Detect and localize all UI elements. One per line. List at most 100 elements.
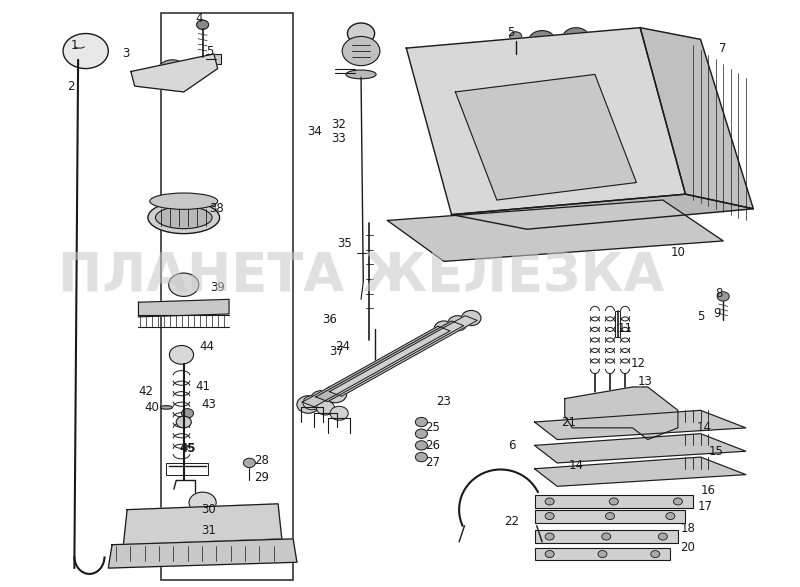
- Text: 15: 15: [708, 445, 723, 458]
- Text: 16: 16: [701, 484, 715, 497]
- Text: 5: 5: [206, 45, 214, 58]
- Polygon shape: [565, 387, 678, 440]
- Circle shape: [650, 551, 660, 558]
- Polygon shape: [640, 28, 754, 209]
- Ellipse shape: [510, 139, 529, 150]
- Circle shape: [545, 498, 554, 505]
- Circle shape: [415, 441, 427, 450]
- Circle shape: [63, 33, 108, 69]
- Text: 13: 13: [638, 375, 652, 387]
- Text: 36: 36: [322, 313, 337, 326]
- Circle shape: [544, 208, 556, 218]
- Circle shape: [170, 346, 194, 364]
- Polygon shape: [330, 316, 478, 396]
- Ellipse shape: [346, 70, 376, 79]
- Polygon shape: [387, 200, 723, 261]
- Text: 2: 2: [67, 80, 74, 93]
- Text: 5: 5: [506, 26, 514, 39]
- Bar: [161, 13, 293, 580]
- Text: 23: 23: [437, 395, 451, 408]
- Circle shape: [330, 406, 348, 420]
- Ellipse shape: [155, 207, 212, 229]
- Text: 39: 39: [210, 281, 225, 294]
- Polygon shape: [534, 457, 746, 486]
- Circle shape: [674, 498, 682, 505]
- Circle shape: [610, 498, 618, 505]
- Circle shape: [717, 292, 730, 301]
- Text: 10: 10: [670, 246, 686, 259]
- Text: 25: 25: [426, 421, 440, 434]
- Circle shape: [243, 458, 255, 468]
- Text: 45: 45: [179, 442, 196, 455]
- Text: 34: 34: [307, 124, 322, 137]
- Circle shape: [545, 512, 554, 519]
- Text: 26: 26: [426, 439, 440, 452]
- Text: 18: 18: [680, 522, 695, 535]
- Text: 14: 14: [697, 421, 712, 434]
- Text: 7: 7: [719, 42, 727, 55]
- Text: 3: 3: [122, 48, 130, 60]
- Polygon shape: [455, 75, 637, 200]
- Text: 41: 41: [195, 380, 210, 393]
- Circle shape: [158, 60, 187, 83]
- Text: 31: 31: [202, 524, 216, 537]
- Circle shape: [434, 321, 454, 336]
- Text: 6: 6: [508, 439, 516, 452]
- Circle shape: [615, 203, 627, 212]
- Polygon shape: [451, 194, 754, 230]
- Text: 24: 24: [335, 340, 350, 353]
- Circle shape: [303, 396, 321, 410]
- Polygon shape: [108, 539, 297, 568]
- Ellipse shape: [478, 141, 501, 153]
- Polygon shape: [131, 54, 218, 92]
- Text: 33: 33: [331, 132, 346, 145]
- Text: 37: 37: [330, 345, 344, 359]
- Ellipse shape: [160, 406, 173, 409]
- Text: 28: 28: [254, 454, 269, 467]
- Circle shape: [676, 201, 688, 211]
- Circle shape: [562, 28, 590, 49]
- Circle shape: [182, 409, 194, 418]
- Ellipse shape: [150, 193, 218, 210]
- Text: 38: 38: [209, 203, 223, 215]
- Ellipse shape: [604, 110, 630, 120]
- Text: 42: 42: [138, 385, 154, 398]
- Text: 4: 4: [195, 12, 202, 25]
- Text: 27: 27: [426, 457, 440, 470]
- Circle shape: [169, 273, 199, 296]
- Circle shape: [598, 551, 607, 558]
- Text: 8: 8: [716, 287, 723, 300]
- Circle shape: [189, 492, 216, 513]
- Text: 14: 14: [569, 460, 583, 473]
- Circle shape: [342, 36, 380, 66]
- Circle shape: [310, 390, 333, 408]
- Bar: [534, 548, 670, 561]
- Polygon shape: [302, 326, 450, 407]
- Text: 9: 9: [714, 308, 721, 321]
- Text: 17: 17: [698, 500, 713, 513]
- Circle shape: [545, 533, 554, 540]
- Text: 30: 30: [202, 503, 216, 516]
- Text: 43: 43: [202, 398, 216, 411]
- Circle shape: [347, 23, 374, 44]
- Circle shape: [448, 316, 467, 331]
- Circle shape: [666, 512, 675, 519]
- Text: 40: 40: [145, 401, 159, 414]
- Text: 11: 11: [618, 322, 633, 335]
- Text: 5: 5: [697, 311, 704, 323]
- Bar: [615, 311, 620, 338]
- Circle shape: [176, 416, 191, 428]
- Circle shape: [529, 31, 556, 52]
- Bar: [534, 495, 693, 508]
- Bar: [166, 463, 208, 475]
- Circle shape: [472, 215, 484, 224]
- Circle shape: [324, 385, 346, 403]
- Circle shape: [545, 551, 554, 558]
- Polygon shape: [534, 410, 746, 440]
- Circle shape: [415, 429, 427, 438]
- Circle shape: [415, 453, 427, 462]
- Bar: [534, 530, 678, 543]
- Circle shape: [197, 20, 209, 29]
- Text: 32: 32: [331, 117, 346, 130]
- Circle shape: [166, 67, 178, 76]
